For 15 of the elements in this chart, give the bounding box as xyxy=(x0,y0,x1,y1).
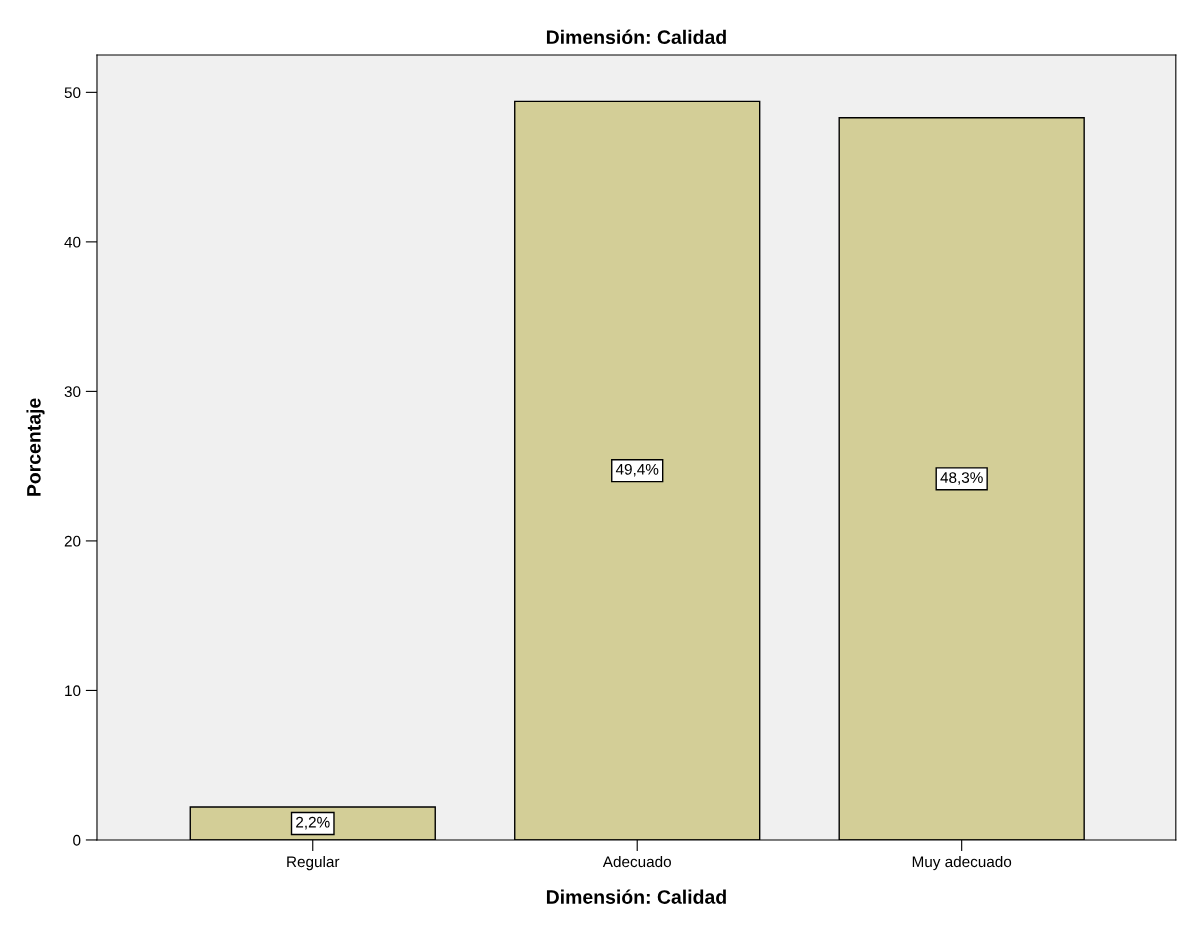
y-tick-label: 10 xyxy=(65,685,81,697)
chart-title: Dimensión: Calidad xyxy=(546,29,726,45)
y-tick-label: 30 xyxy=(64,386,81,398)
y-tick-label: 50 xyxy=(64,87,81,99)
data-label: 49,4% xyxy=(615,463,659,477)
x-axis-title: Dimensión: Calidad xyxy=(546,889,726,904)
x-tick-label: Muy adecuado xyxy=(912,855,1012,871)
y-tick-label: 0 xyxy=(73,834,81,846)
y-axis-title: Porcentaje xyxy=(26,398,45,496)
data-label: 2,2% xyxy=(296,816,330,830)
x-tick-label: Adecuado xyxy=(602,855,671,868)
data-label: 48,3% xyxy=(940,472,983,485)
y-tick-label: 20 xyxy=(64,535,81,547)
x-tick-label: Regular xyxy=(287,855,340,871)
y-tick-label: 40 xyxy=(64,236,81,248)
